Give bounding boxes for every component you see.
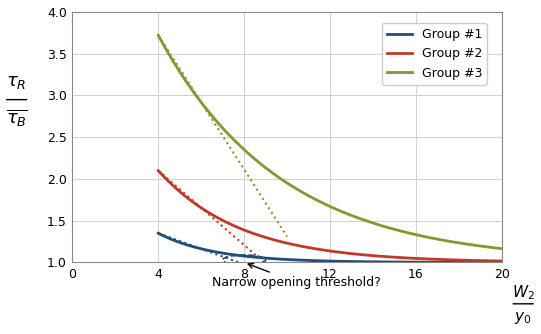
Group #3 [155, 33, 162, 37]
Group #2 [359, 253, 366, 257]
Group #1 [359, 260, 366, 264]
Group #2 [318, 248, 325, 252]
Group #1 [490, 261, 497, 265]
Group #1 [437, 260, 443, 264]
Text: $\tau_R$: $\tau_R$ [6, 73, 27, 91]
Group #3 [341, 210, 347, 214]
Group #3 [359, 217, 366, 221]
Group #1 [155, 231, 162, 235]
Group #2 [341, 251, 347, 255]
Group #3 [320, 201, 327, 205]
Line: Group #2: Group #2 [159, 171, 502, 261]
Group #2 [490, 259, 497, 263]
Text: $W_2$: $W_2$ [512, 283, 535, 302]
Group #3 [498, 247, 505, 251]
Group #1 [498, 261, 505, 265]
Group #3 [318, 200, 325, 204]
Text: $y_0$: $y_0$ [514, 310, 532, 326]
Group #3 [437, 237, 443, 241]
Group #1 [320, 259, 327, 263]
Legend: Group #1, Group #2, Group #3: Group #1, Group #2, Group #3 [381, 23, 487, 85]
Group #2 [498, 259, 505, 263]
Group #2 [320, 248, 327, 252]
Text: Narrow opening threshold?: Narrow opening threshold? [212, 264, 381, 289]
Group #1 [341, 260, 347, 264]
Group #3 [490, 246, 497, 250]
Text: $\overline{\tau_B}$: $\overline{\tau_B}$ [5, 107, 28, 128]
Group #2 [437, 258, 443, 262]
Line: Group #1: Group #1 [159, 233, 502, 263]
Group #2 [155, 169, 162, 173]
Group #1 [318, 259, 325, 263]
Line: Group #3: Group #3 [159, 35, 502, 249]
